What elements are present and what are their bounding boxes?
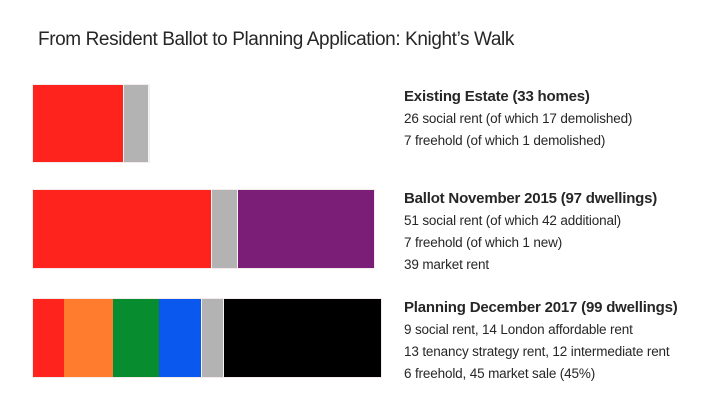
bar-segment-intermediate-rent xyxy=(158,299,201,377)
stacked-bar-planning-2017 xyxy=(32,298,382,378)
annotation-existing-estate: Existing Estate (33 homes) 26 social ren… xyxy=(404,86,700,152)
bar-segment-london-affordable-rent xyxy=(64,299,114,377)
row-detail-line: 7 freehold (of which 1 demolished) xyxy=(404,133,606,148)
row-detail-line: 7 freehold (of which 1 new) xyxy=(404,235,563,250)
row-detail-line: 26 social rent (of which 17 demolished) xyxy=(404,111,633,126)
bar-segment-freehold xyxy=(211,190,238,268)
bar-segment-freehold xyxy=(122,85,149,162)
bar-segment-social-rent xyxy=(33,190,212,268)
bar-segment-social-rent xyxy=(33,299,65,377)
stacked-bar-ballot-2015 xyxy=(32,189,375,269)
annotation-ballot-2015: Ballot November 2015 (97 dwellings) 51 s… xyxy=(404,188,700,276)
stacked-bar-existing-estate xyxy=(32,84,150,163)
row-heading: Ballot November 2015 (97 dwellings) xyxy=(404,190,658,207)
row-detail-line: 13 tenancy strategy rent, 12 intermediat… xyxy=(404,344,670,359)
row-detail-line: 9 social rent, 14 London affordable rent xyxy=(404,322,633,337)
row-detail-line: 51 social rent (of which 42 additional) xyxy=(404,213,622,228)
bar-segment-social-rent xyxy=(33,85,123,162)
bar-segment-market-sale xyxy=(223,299,381,377)
row-heading: Planning December 2017 (99 dwellings) xyxy=(404,299,678,316)
page-title: From Resident Ballot to Planning Applica… xyxy=(38,29,514,50)
row-detail-line: 6 freehold, 45 market sale (45%) xyxy=(404,366,596,381)
annotation-planning-2017: Planning December 2017 (99 dwellings) 9 … xyxy=(404,297,700,385)
row-detail-line: 39 market rent xyxy=(404,257,489,272)
row-heading: Existing Estate (33 homes) xyxy=(404,88,590,105)
bar-segment-market-rent xyxy=(237,190,374,268)
bar-segment-tenancy-strategy-rent xyxy=(113,299,159,377)
bar-segment-freehold xyxy=(200,299,224,377)
